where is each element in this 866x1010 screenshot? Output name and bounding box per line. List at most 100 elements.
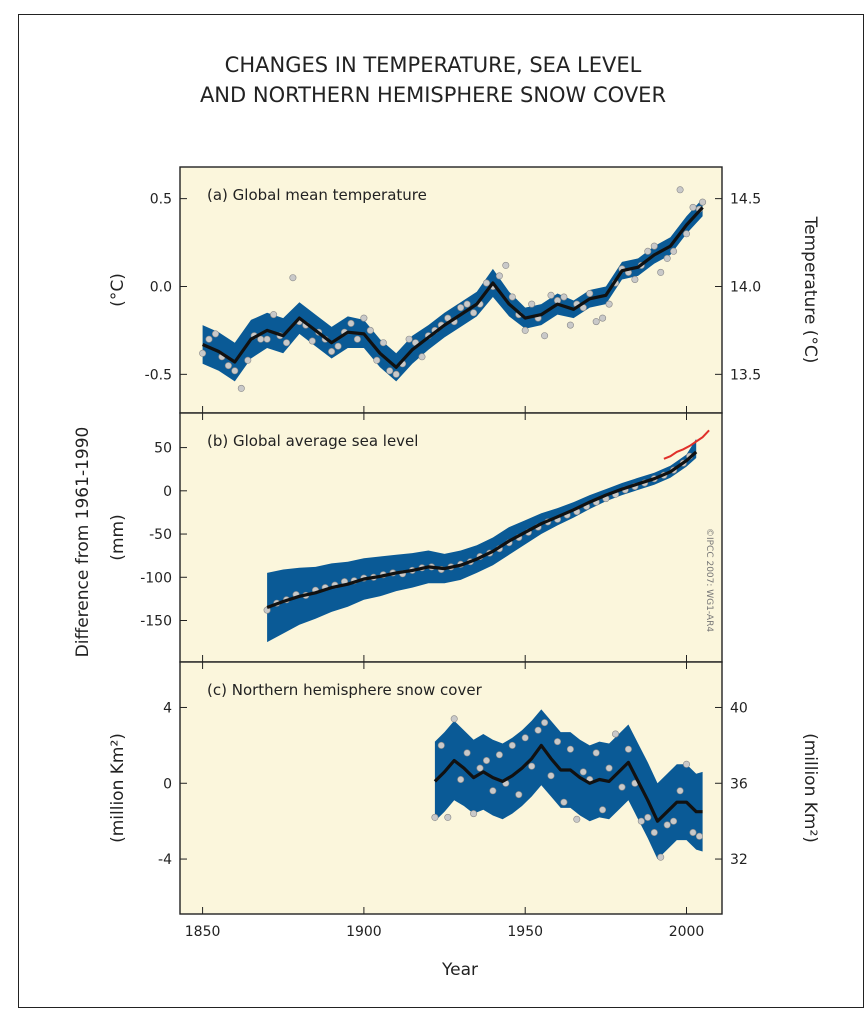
panel-a-annual-point: [386, 367, 394, 375]
panel-b-y-tick-label: 50: [154, 441, 172, 457]
panel-c-annual-point: [541, 719, 549, 727]
panel-c-annual-point: [547, 772, 555, 780]
panel-c-annual-point: [657, 853, 665, 861]
panel-a-annual-point: [521, 326, 529, 334]
panel-a-annual-point: [257, 335, 265, 343]
panel-b-y-tick-label: -50: [149, 527, 172, 543]
panel-a-annual-point: [379, 339, 387, 347]
panel-c-annual-point: [515, 791, 523, 799]
panel-b-y-tick-label: -100: [140, 570, 172, 586]
panel-a-annual-point: [670, 247, 678, 255]
panel-c-smoothed-line: [433, 743, 703, 823]
panel-c: -4 0 4 32 36 40 (c) Northern hemisphere snow c…: [108, 661, 820, 940]
panel-a-annual-point: [650, 242, 658, 250]
panel-a-right-tick-label: 14.5: [730, 192, 761, 208]
panel-a-annual-point: [205, 335, 213, 343]
panel-a-annual-point: [682, 230, 690, 238]
panel-c-annual-point: [534, 726, 542, 734]
panel-c-y-tick-label: 4: [163, 700, 172, 716]
panel-c-annual-point: [663, 821, 671, 829]
x-axis-label: Year: [441, 960, 478, 980]
panel-a-annual-point: [405, 335, 413, 343]
panel-a-annual-point: [334, 342, 342, 350]
panel-a-annual-point: [470, 309, 478, 317]
panel-a-annual-point: [586, 289, 594, 297]
panel-c-annual-point: [611, 730, 619, 738]
panel-c-annual-point: [682, 760, 690, 768]
panel-c-right-tick-label: 36: [730, 776, 748, 792]
panel-b-satellite-line: [663, 429, 710, 460]
panel-a-annual-point: [689, 203, 697, 211]
panel-c-annual-point: [431, 813, 439, 821]
panel-a-annual-point: [699, 198, 707, 206]
panel-c-border: [179, 661, 723, 915]
panel-c-annual-point: [644, 813, 652, 821]
panel-c-right-axis-label: (million Km²): [800, 733, 820, 843]
panel-a-annual-point: [199, 349, 207, 357]
panel-c-annual-point: [676, 787, 684, 795]
panel-a-annual-point: [224, 362, 232, 370]
panel-a-annual-point: [231, 367, 239, 375]
panel-a-right-tick-label: 13.5: [730, 367, 761, 383]
panel-a-annual-point: [631, 275, 639, 283]
panel-a-right-axis-label: Temperature (°C): [800, 216, 820, 364]
panel-c-annual-point: [528, 762, 536, 770]
panel-c-annual-point: [695, 832, 703, 840]
panel-a-y-axis-label: (°C): [108, 273, 128, 307]
panel-a-annual-point: [347, 319, 355, 327]
panel-a-annual-point: [366, 326, 374, 334]
panel-a-annual-point: [482, 279, 490, 287]
panel-a-annual-point: [328, 347, 336, 355]
panel-c-annual-point: [476, 764, 484, 772]
panel-a-annual-point: [263, 335, 271, 343]
panel-c-annual-point: [618, 783, 626, 791]
panel-a-annual-point: [605, 300, 613, 308]
x-tick-label: 2000: [669, 924, 705, 940]
ipcc-credit: ©IPCC 2007: WG1-AR4: [704, 528, 714, 632]
panel-c-label: (c) Northern hemisphere snow cover: [207, 681, 483, 699]
panel-a-annual-point: [418, 353, 426, 361]
panel-a-annual-point: [373, 356, 381, 364]
panel-c-y-axis-label: (million Km²): [108, 733, 128, 843]
panel-a-label: (a) Global mean temperature: [207, 186, 427, 204]
panel-b-smoothed-line: [266, 450, 698, 609]
panel-c-annual-point: [482, 756, 490, 764]
panel-c-right-tick-label: 40: [730, 700, 748, 716]
panel-a-annual-point: [463, 300, 471, 308]
panel-a-right-tick-label: 14.0: [730, 279, 761, 295]
panel-a-annual-point: [457, 304, 465, 312]
panel-c-annual-point: [470, 810, 478, 818]
panel-b-uncertainty-band: [267, 438, 697, 643]
title-line-2: AND NORTHERN HEMISPHERE SNOW COVER: [199, 83, 667, 107]
panel-a-annual-point: [547, 291, 555, 299]
panel-a-annual-point: [495, 272, 503, 280]
panel-a-annual-point: [244, 356, 252, 364]
panel-c-annual-point: [463, 749, 471, 757]
panel-a-annual-point: [528, 300, 536, 308]
panel-c-right-tick-label: 32: [730, 852, 748, 868]
panel-c-annual-point: [457, 775, 465, 783]
panel-a-annual-point: [308, 337, 316, 345]
panel-b-y-tick-label: 0: [163, 484, 172, 500]
title-line-1: CHANGES IN TEMPERATURE, SEA LEVEL: [224, 53, 642, 77]
panel-c-y-tick-label: 0: [163, 776, 172, 792]
panel-a-annual-point: [392, 370, 400, 378]
panel-a-annual-point: [289, 274, 297, 282]
panel-a-annual-point: [508, 293, 516, 301]
panel-a-smoothed-line: [201, 206, 704, 369]
panel-c-annual-point: [637, 817, 645, 825]
panel-a-annual-point: [541, 332, 549, 340]
panel-c-annual-point: [444, 813, 452, 821]
panel-c-annual-point: [599, 806, 607, 814]
x-tick-label: 1900: [346, 924, 382, 940]
panel-a-annual-point: [212, 330, 220, 338]
panel-b-y-tick-label: -150: [140, 614, 172, 630]
panel-a-uncertainty-band: [202, 198, 703, 382]
panel-c-annual-point: [450, 715, 458, 723]
x-tick-label: 1950: [507, 924, 543, 940]
panel-c-annual-point: [624, 745, 632, 753]
panel-a-annual-point: [676, 186, 684, 194]
panel-a-annual-point: [270, 311, 278, 319]
panel-b-background: [180, 413, 722, 662]
panel-c-y-tick-label: -4: [158, 852, 172, 868]
